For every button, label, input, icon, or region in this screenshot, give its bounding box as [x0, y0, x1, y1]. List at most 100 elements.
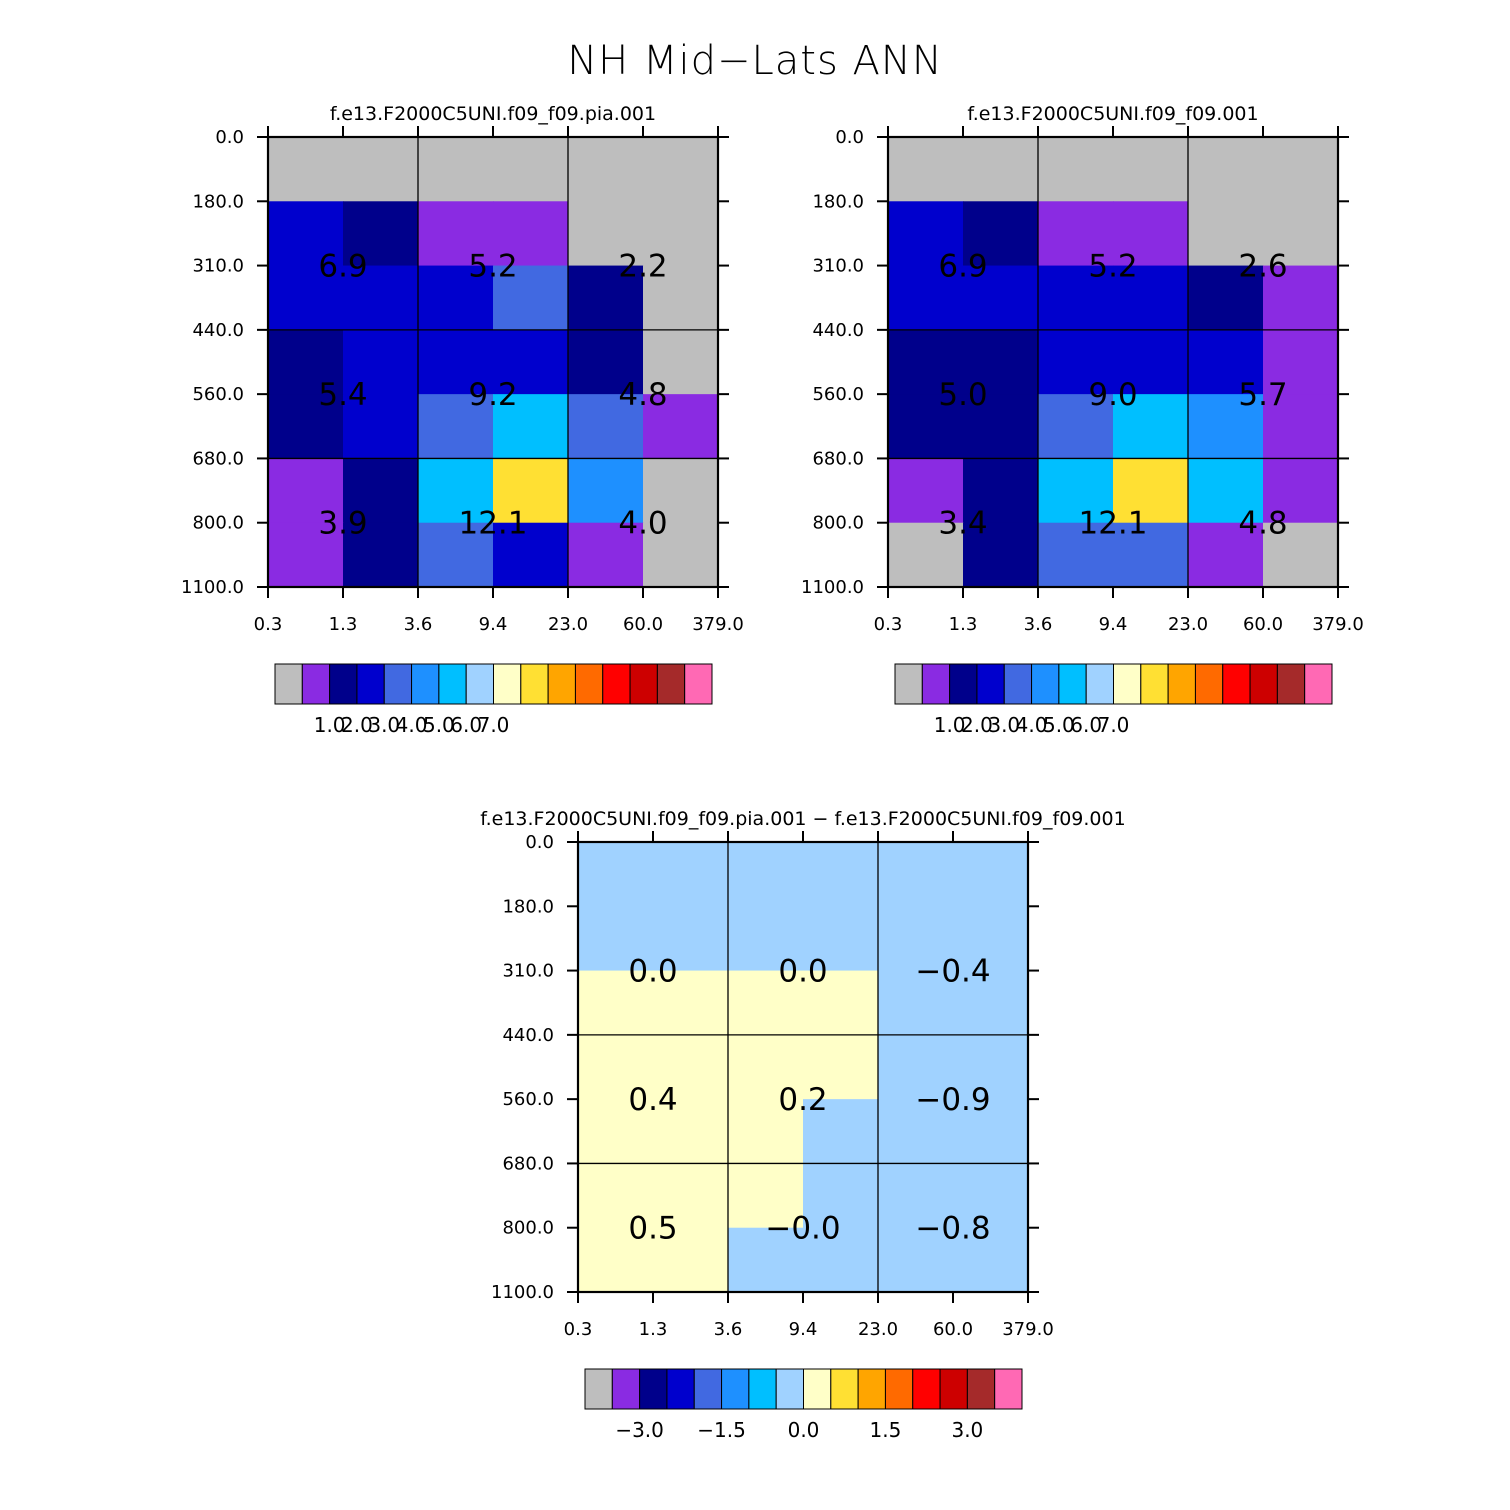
heatmap-cell [343, 201, 419, 267]
cell-value-label: 9.2 [468, 377, 517, 413]
heatmap-cell [418, 329, 494, 395]
colorbar-box [884, 1368, 914, 1410]
colorbar-box [1113, 663, 1142, 705]
y-tick-label: 310.0 [192, 256, 244, 277]
colorbar-label: 1.5 [870, 1418, 902, 1442]
cell-value-label: 3.9 [318, 506, 367, 542]
heatmap-cell [268, 265, 344, 331]
heatmap-cell [343, 329, 419, 395]
colorbar-box [1058, 663, 1087, 705]
heatmap-cell [1113, 458, 1189, 524]
heatmap-cell [803, 842, 879, 907]
heatmap-cell [568, 329, 644, 395]
heatmap-cell [803, 970, 879, 1036]
y-tick-label: 560.0 [812, 384, 864, 405]
heatmap-cell [578, 1099, 654, 1165]
heatmap-cell [888, 329, 964, 395]
heatmap-cell [803, 1227, 879, 1293]
colorbar-box [383, 663, 413, 705]
x-tick-label: 23.0 [1168, 614, 1208, 635]
cell-value-label: 12.1 [1078, 506, 1147, 542]
colorbar-box [976, 663, 1005, 705]
heatmap-cell [953, 1099, 1029, 1165]
colorbar-label: 3.0 [951, 1418, 983, 1442]
heatmap-cell [888, 137, 964, 202]
heatmap-cell [888, 201, 964, 267]
heatmap-cell [1038, 522, 1114, 588]
heatmap-cell [728, 1034, 804, 1100]
x-tick-label: 3.6 [1024, 614, 1053, 635]
colorbar-label: 2.0 [961, 713, 993, 737]
colorbar-label: 3.0 [988, 713, 1020, 737]
heatmap-cell [653, 842, 729, 907]
colorbar-box [912, 1368, 941, 1410]
x-tick-label: 0.3 [564, 1319, 593, 1340]
heatmap-cell [653, 1227, 729, 1293]
heatmap-cell [1038, 201, 1114, 267]
heatmap-cell [1263, 329, 1339, 395]
heatmap-cell [418, 394, 494, 460]
heatmap-cell [888, 458, 964, 524]
colorbar-box [994, 1368, 1023, 1410]
colorbar-box [666, 1368, 695, 1410]
x-tick-label: 1.3 [329, 614, 358, 635]
heatmap-cell [578, 1034, 654, 1100]
y-tick-label: 560.0 [502, 1089, 554, 1110]
heatmap-cell [963, 458, 1039, 524]
colorbar-box [639, 1368, 668, 1410]
cell-value-label: 6.9 [318, 249, 367, 285]
heatmap-cell [1113, 201, 1189, 267]
cell-value-label: 4.8 [1238, 506, 1287, 542]
heatmap-cell [493, 137, 569, 202]
heatmap-cell [963, 394, 1039, 460]
heatmap-cell [343, 394, 419, 460]
heatmap-cell [963, 265, 1039, 331]
cell-value-label: 0.0 [628, 954, 677, 990]
heatmap-cell [728, 1227, 804, 1293]
x-tick-label: 9.4 [1099, 614, 1128, 635]
heatmap-cell [268, 329, 344, 395]
heatmap-cell [888, 522, 964, 588]
heatmap-cell [568, 137, 644, 202]
heatmap-cell [1113, 329, 1189, 395]
panel-title: f.e13.F2000C5UNI.f09_f09.001 [967, 103, 1258, 125]
colorbar-label: 7.0 [478, 713, 510, 737]
heatmap-cell [728, 906, 804, 972]
heatmap-cell [1038, 137, 1114, 202]
heatmap-cell [1113, 522, 1189, 588]
cell-value-label: 12.1 [458, 506, 527, 542]
heatmap-cell [963, 201, 1039, 267]
heatmap-cell [568, 394, 644, 460]
colorbar-label: 7.0 [1098, 713, 1130, 737]
heatmap-cell [418, 201, 494, 267]
heatmap-cell [728, 1099, 804, 1165]
heatmap-cell [268, 522, 344, 588]
y-tick-label: 800.0 [812, 513, 864, 534]
colorbar-label: 1.0 [314, 713, 346, 737]
colorbar-box [949, 663, 978, 705]
x-tick-label: 379.0 [1002, 1319, 1054, 1340]
y-tick-label: 180.0 [812, 191, 864, 212]
y-tick-label: 680.0 [812, 448, 864, 469]
heatmap-cell [493, 265, 569, 331]
heatmap-cell [1188, 458, 1264, 524]
colorbar-box [1003, 663, 1033, 705]
heatmap-cell [653, 1163, 729, 1229]
colorbar-box [894, 663, 923, 705]
colorbar-box [574, 663, 604, 705]
colorbar-box [684, 663, 713, 705]
colorbar-box [1249, 663, 1278, 705]
colorbar-box [329, 663, 358, 705]
heatmap-cell [953, 1227, 1029, 1293]
colorbar-box [629, 663, 658, 705]
cell-value-label: 4.0 [618, 506, 667, 542]
heatmap-cell [963, 329, 1039, 395]
heatmap-cell [803, 1034, 879, 1100]
cell-value-label: −0.9 [915, 1082, 990, 1118]
heatmap-cell [643, 329, 719, 395]
heatmap-cell [568, 201, 644, 267]
colorbar-box [1276, 663, 1306, 705]
heatmap-cell [643, 137, 719, 202]
colorbar-label: −3.0 [615, 1418, 664, 1442]
heatmap-cell [1188, 265, 1264, 331]
